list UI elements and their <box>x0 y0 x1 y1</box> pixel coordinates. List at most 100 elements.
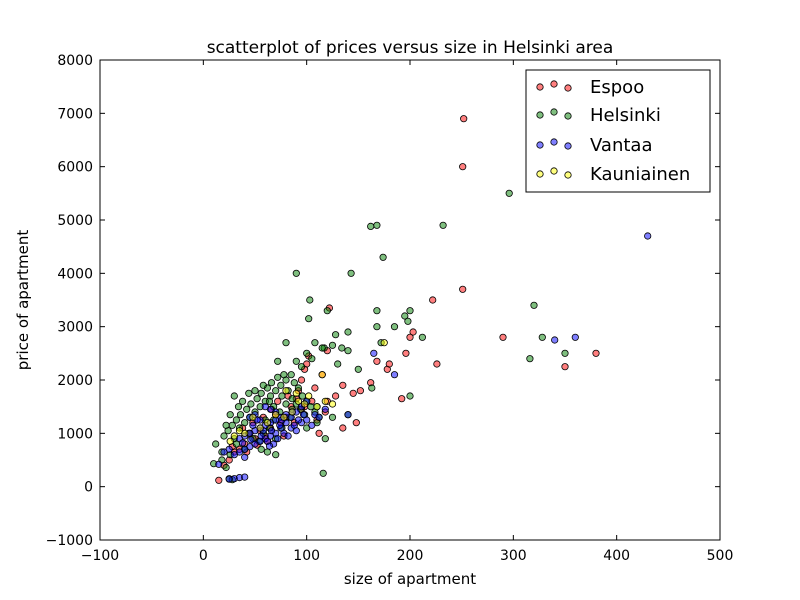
point-helsinki-69 <box>232 416 240 424</box>
legend-label-vantaa: Vantaa <box>590 135 652 156</box>
point-helsinki-37 <box>292 357 300 365</box>
point-vantaa-61 <box>290 421 298 429</box>
point-helsinki-39 <box>308 355 316 363</box>
legend-marker-espoo <box>550 80 558 88</box>
point-helsinki-56 <box>277 381 285 389</box>
x-tick-label: −100 <box>81 548 119 564</box>
legend-marker-helsinki <box>550 108 558 116</box>
point-helsinki-14 <box>538 333 546 341</box>
point-kauniainen-18 <box>292 389 300 397</box>
legend-marker-kauniainen <box>550 167 558 175</box>
point-kauniainen-5 <box>272 411 280 419</box>
point-vantaa-58 <box>274 435 282 443</box>
y-tick-label: 6000 <box>57 160 93 176</box>
point-helsinki-8 <box>323 307 331 315</box>
point-kauniainen-11 <box>230 432 238 440</box>
point-vantaa-22 <box>220 448 228 456</box>
point-vantaa-43 <box>315 413 323 421</box>
point-helsinki-49 <box>241 419 249 427</box>
point-espoo-4 <box>499 333 507 341</box>
chart-title: scatterplot of prices versus size in Hel… <box>207 38 614 58</box>
legend-marker-kauniainen <box>564 171 572 179</box>
point-espoo-7 <box>433 360 441 368</box>
point-kauniainen-6 <box>263 419 271 427</box>
point-helsinki-85 <box>226 411 234 419</box>
point-kauniainen-8 <box>249 413 257 421</box>
point-vantaa-23 <box>215 460 223 468</box>
point-helsinki-70 <box>236 411 245 419</box>
point-helsinki-2 <box>373 221 381 229</box>
point-helsinki-19 <box>344 328 352 336</box>
legend: Espoo Helsinki Vantaa Kauniainen <box>525 69 711 193</box>
point-espoo-0 <box>460 115 468 123</box>
point-helsinki-76 <box>267 379 276 387</box>
point-helsinki-6 <box>347 269 355 277</box>
point-espoo-28 <box>297 376 306 384</box>
point-vantaa-2 <box>551 336 559 344</box>
point-helsinki-74 <box>257 389 265 397</box>
point-espoo-55 <box>274 397 282 405</box>
points-layer <box>210 115 652 484</box>
point-espoo-5 <box>592 349 600 357</box>
point-kauniainen-14 <box>328 400 337 408</box>
point-helsinki-110 <box>212 440 220 448</box>
point-helsinki-7 <box>306 296 314 304</box>
point-kauniainen-10 <box>235 427 244 435</box>
point-helsinki-71 <box>243 405 251 413</box>
point-kauniainen-4 <box>280 413 288 421</box>
point-helsinki-15 <box>526 355 534 363</box>
point-helsinki-41 <box>272 451 280 459</box>
point-vantaa-27 <box>241 473 249 481</box>
x-tick-label: 500 <box>707 548 734 564</box>
point-helsinki-38 <box>303 349 311 357</box>
point-helsinki-40 <box>274 357 282 365</box>
point-kauniainen-13 <box>321 397 329 405</box>
legend-label-espoo: Espoo <box>590 77 644 98</box>
y-tick-label: 4000 <box>57 266 93 282</box>
point-kauniainen-17 <box>282 387 290 395</box>
point-espoo-10 <box>402 349 410 357</box>
point-helsinki-13 <box>530 301 538 309</box>
y-axis-label: price of apartment <box>14 230 32 371</box>
y-tick-label: 7000 <box>57 106 93 122</box>
point-espoo-23 <box>315 429 323 437</box>
point-helsinki-87 <box>234 403 243 411</box>
point-espoo-18 <box>339 381 347 389</box>
legend-marker-vantaa <box>564 142 572 150</box>
point-helsinki-30 <box>406 392 414 400</box>
point-vantaa-63 <box>299 411 308 419</box>
point-helsinki-17 <box>282 339 290 347</box>
point-helsinki-33 <box>334 360 342 368</box>
legend-marker-kauniainen <box>536 170 544 178</box>
point-helsinki-34 <box>318 344 326 352</box>
point-helsinki-78 <box>280 371 288 379</box>
point-vantaa-3 <box>370 349 378 357</box>
point-helsinki-59 <box>290 379 298 387</box>
point-helsinki-80 <box>288 395 296 403</box>
point-helsinki-77 <box>274 373 282 381</box>
point-helsinki-11 <box>404 317 412 325</box>
point-kauniainen-16 <box>380 339 388 347</box>
point-espoo-46 <box>215 476 223 484</box>
y-tick-label: 2000 <box>57 373 93 389</box>
point-helsinki-21 <box>305 315 313 323</box>
point-vantaa-47 <box>261 403 269 411</box>
point-helsinki-55 <box>272 387 280 395</box>
point-helsinki-18 <box>331 331 340 339</box>
point-kauniainen-3 <box>288 408 296 416</box>
point-vantaa-28 <box>225 475 233 483</box>
point-vantaa-44 <box>321 405 329 413</box>
point-helsinki-24 <box>338 344 346 352</box>
point-espoo-14 <box>373 357 381 365</box>
y-tick-label: 3000 <box>57 320 93 336</box>
legend-marker-vantaa <box>550 138 558 146</box>
legend-label-helsinki: Helsinki <box>590 105 661 126</box>
point-vantaa-69 <box>265 442 274 450</box>
point-helsinki-66 <box>220 432 228 440</box>
point-vantaa-62 <box>294 416 302 424</box>
legend-marker-espoo <box>536 83 544 91</box>
y-tick-label: 1000 <box>57 426 93 442</box>
point-helsinki-44 <box>222 463 230 472</box>
point-espoo-9 <box>406 333 414 341</box>
point-helsinki-73 <box>253 395 261 403</box>
